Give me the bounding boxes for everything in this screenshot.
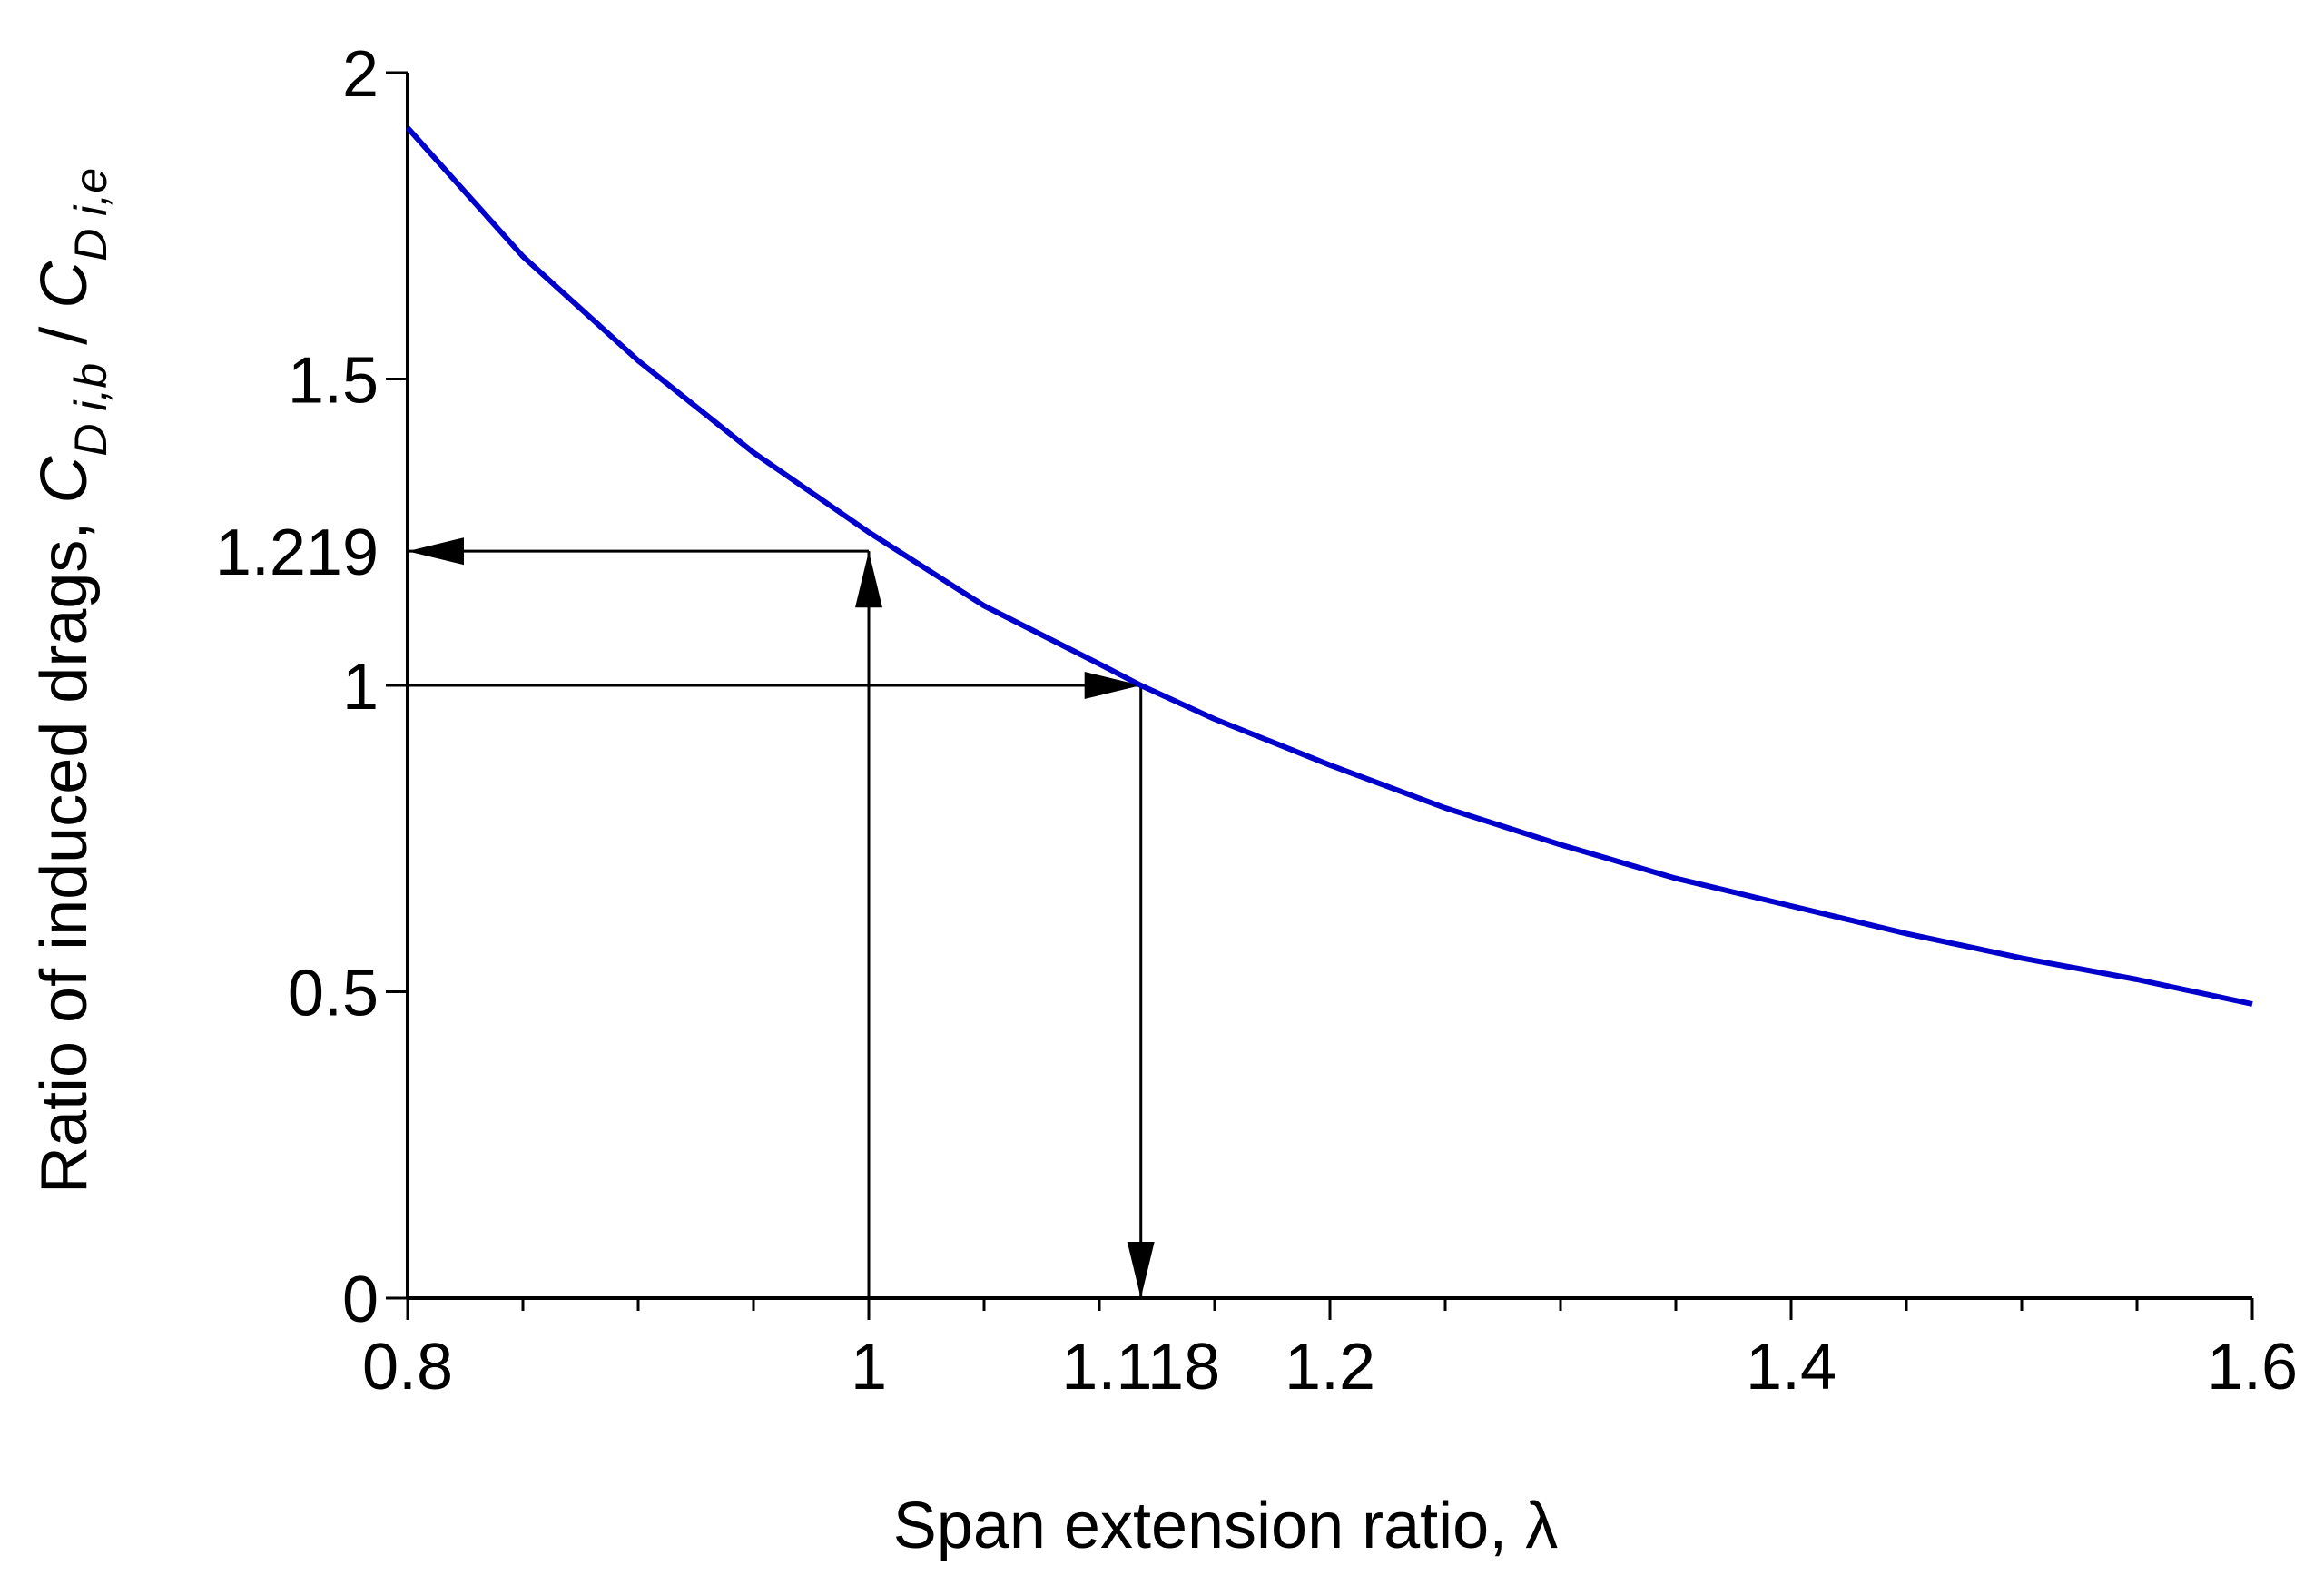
y-axis-title-prefix: Ratio of induced drags, <box>28 504 101 1194</box>
x-tick-label: 1.2 <box>1285 1331 1375 1403</box>
x-tick-label: 1.118 <box>1061 1331 1220 1403</box>
y-tick-label: 2 <box>342 38 379 111</box>
y-tick-label: 0 <box>342 1264 379 1336</box>
annotations <box>408 537 1155 1298</box>
annotation-arrowhead <box>855 551 882 608</box>
series-group <box>405 125 2253 1007</box>
x-axis-title: Span extension ratio, λ <box>893 1490 1558 1562</box>
x-tick-label: 0.8 <box>362 1331 453 1403</box>
y-axis-title-c2: C <box>28 261 101 309</box>
annotation-arrowhead <box>1084 672 1141 699</box>
series-line <box>405 125 2253 1007</box>
y-axis-title-c2-sub: D i,e <box>65 168 116 261</box>
x-tick-label: 1.4 <box>1746 1331 1837 1403</box>
y-tick-label: 1.219 <box>215 517 379 589</box>
y-axis-title-slash: / <box>28 309 101 363</box>
y-axis-title-c1: C <box>28 456 101 504</box>
annotation-arrowhead <box>1127 1242 1155 1298</box>
y-tick-label: 1 <box>342 651 379 724</box>
y-tick-label: 1.5 <box>288 345 379 418</box>
y-axis-title: Ratio of induced drags, CD i,b / CD i,e <box>28 168 116 1194</box>
y-axis-title-c1-sub: D i,b <box>65 363 116 457</box>
x-tick-label: 1 <box>851 1331 887 1403</box>
y-tick-label: 0.5 <box>288 958 379 1030</box>
x-tick-label: 1.6 <box>2207 1331 2298 1403</box>
annotation-arrowhead <box>408 537 464 566</box>
ticks: 0.8 1 1.118 1.2 1.4 1.6 0 0.5 1 1.219 1.5 2 <box>215 38 2298 1403</box>
